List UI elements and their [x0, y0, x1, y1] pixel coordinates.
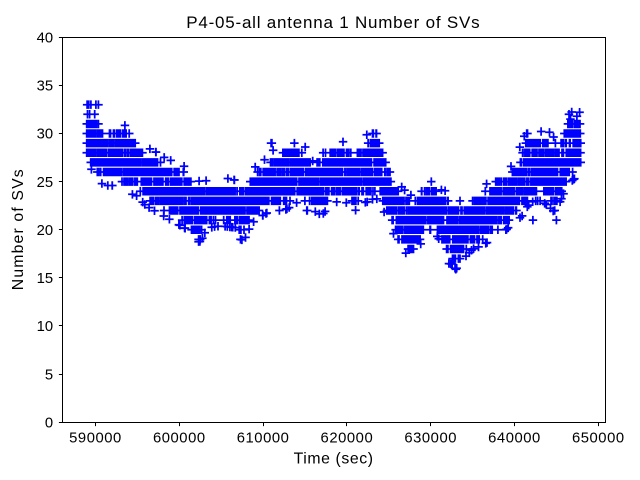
svg-text:650000: 650000	[572, 431, 625, 447]
svg-text:10: 10	[37, 319, 53, 335]
svg-text:Time (sec): Time (sec)	[294, 450, 374, 467]
svg-text:40: 40	[37, 31, 53, 47]
svg-text:630000: 630000	[404, 431, 457, 447]
svg-text:25: 25	[37, 175, 53, 191]
svg-text:15: 15	[37, 271, 53, 287]
svg-text:20: 20	[37, 223, 53, 239]
svg-text:610000: 610000	[237, 431, 290, 447]
svg-text:620000: 620000	[321, 431, 374, 447]
svg-text:640000: 640000	[488, 431, 541, 447]
svg-text:0: 0	[45, 415, 53, 431]
svg-text:590000: 590000	[69, 431, 122, 447]
svg-text:5: 5	[45, 367, 53, 383]
svg-text:600000: 600000	[153, 431, 206, 447]
svg-text:30: 30	[37, 127, 53, 143]
svg-text:Number of SVs: Number of SVs	[10, 168, 27, 290]
svg-text:P4-05-all antenna 1 Number of: P4-05-all antenna 1 Number of SVs	[186, 13, 480, 32]
svg-text:35: 35	[37, 79, 53, 95]
